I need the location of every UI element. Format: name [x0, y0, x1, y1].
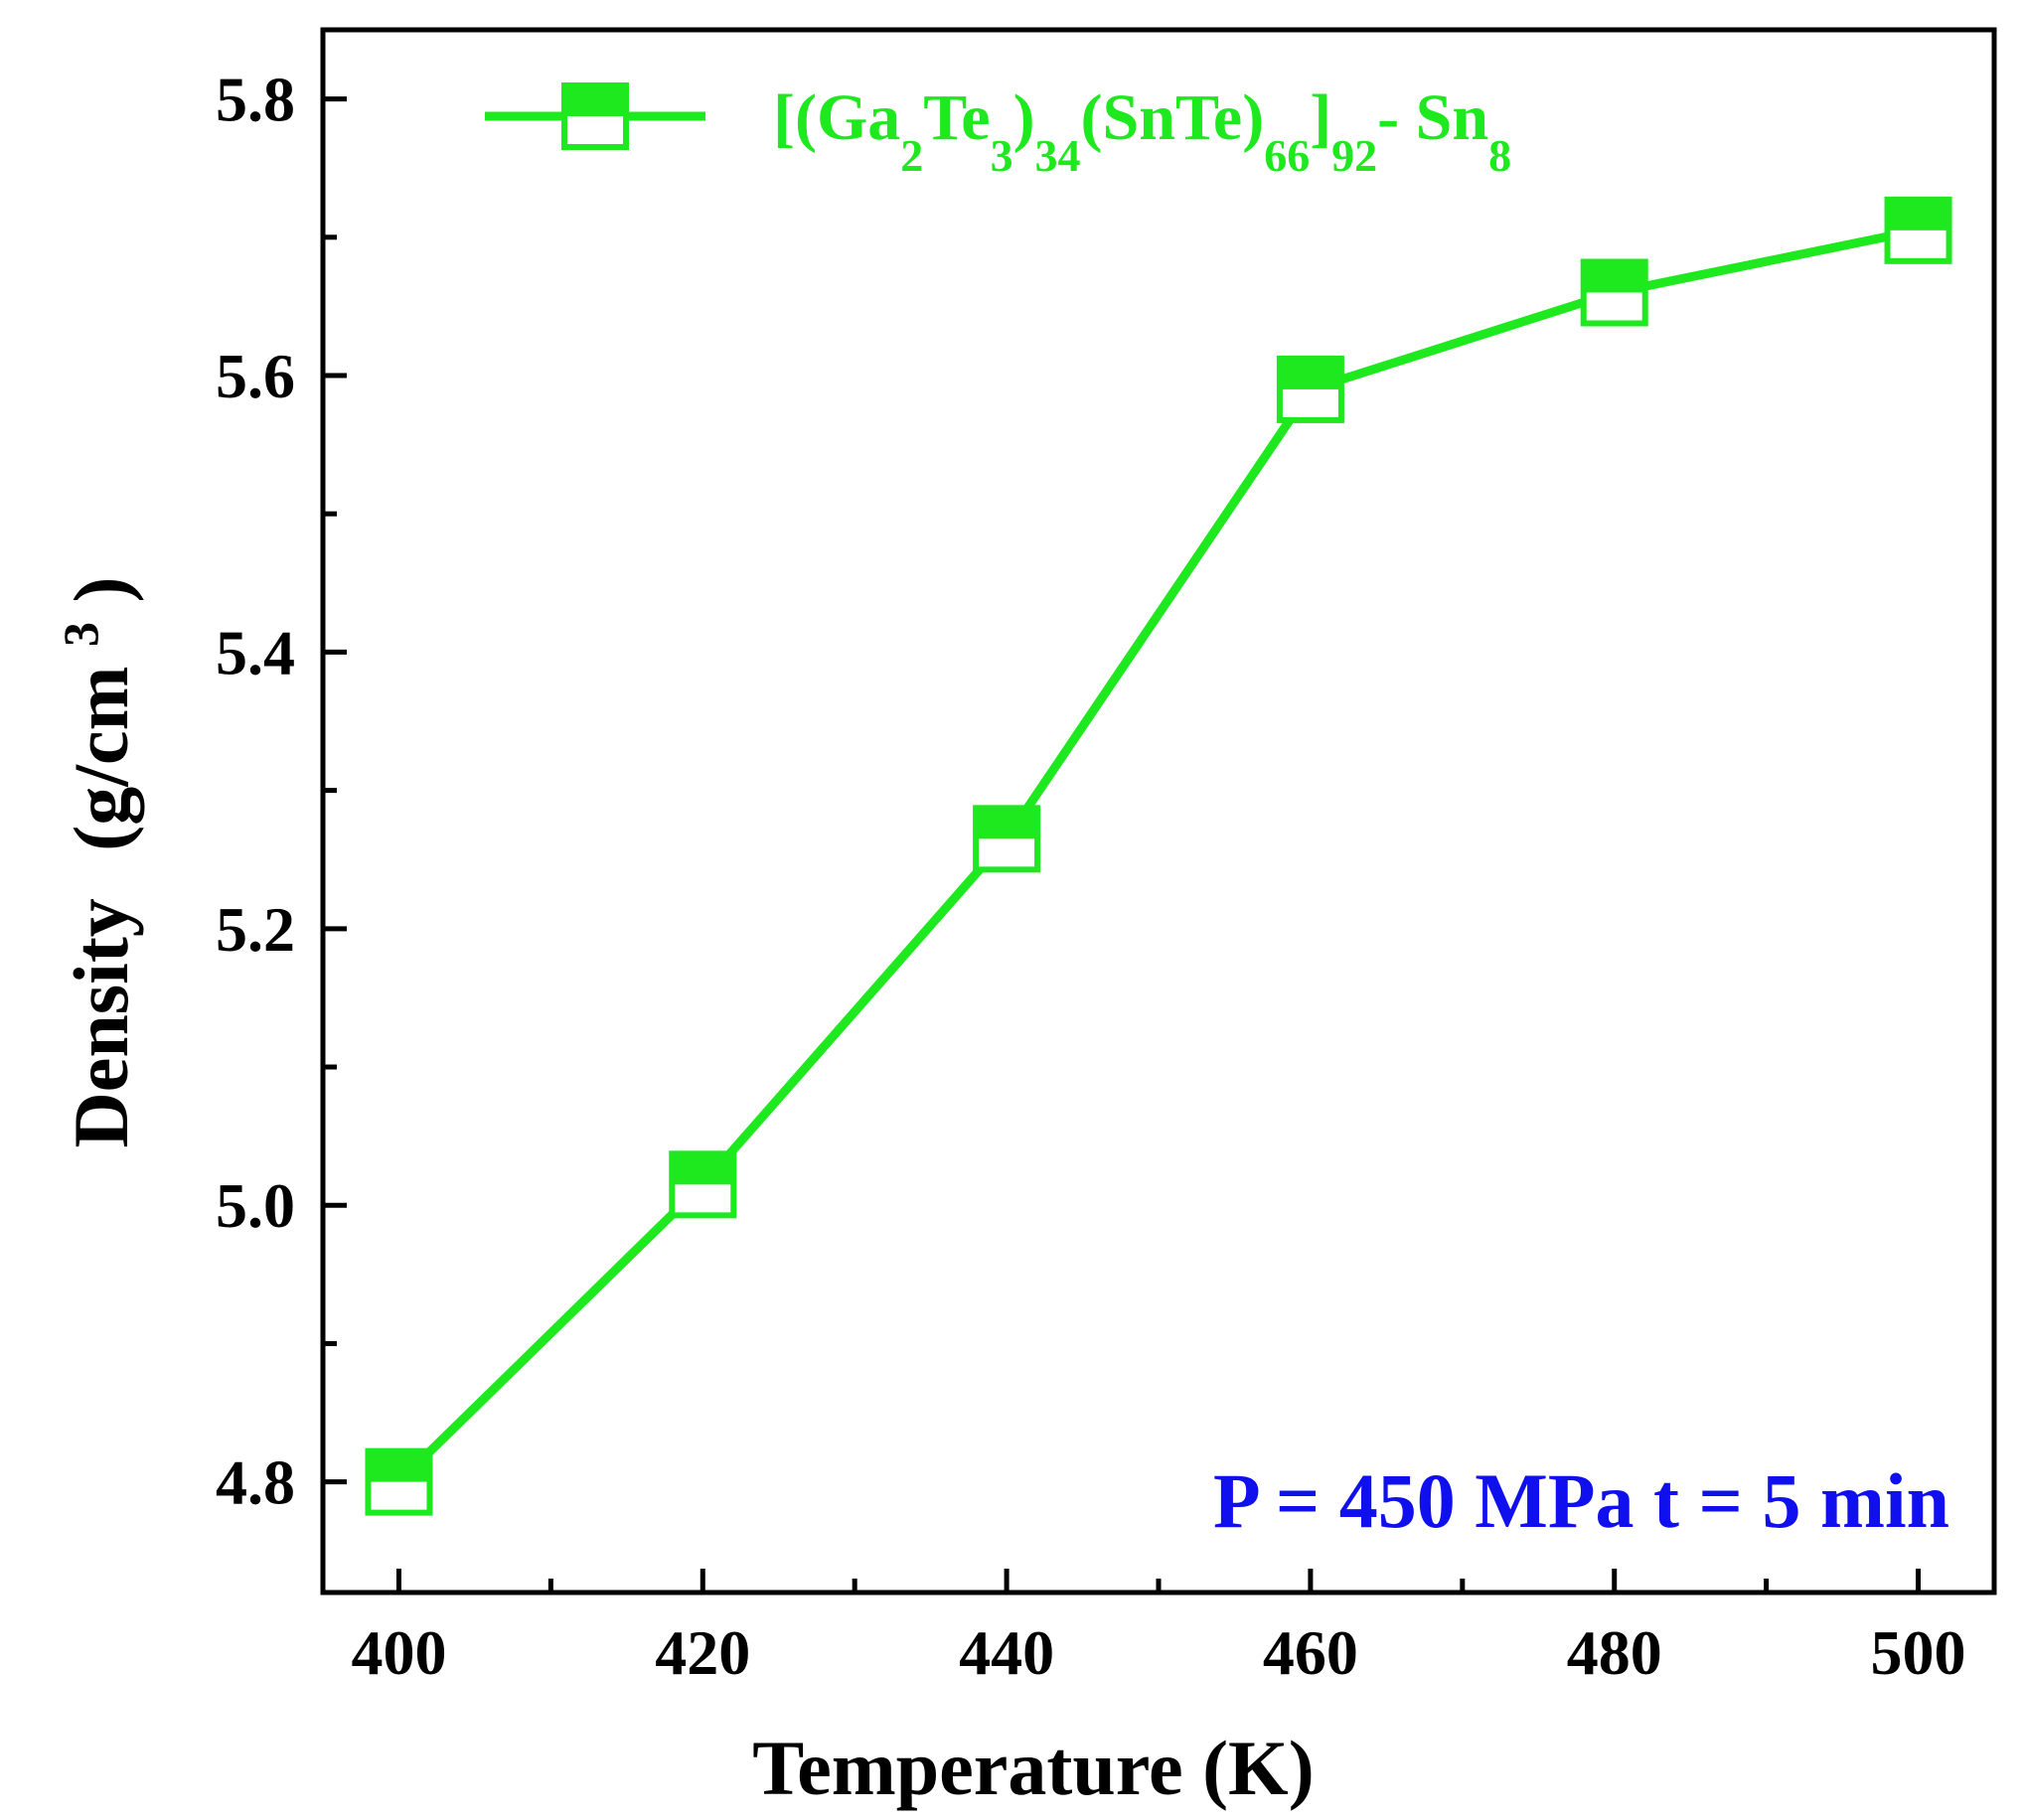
x-tick-label: 420	[655, 1617, 750, 1688]
legend-subscript: 3	[991, 130, 1013, 181]
legend-text-part: )	[1013, 81, 1035, 154]
data-point	[973, 805, 1041, 873]
x-tick-label: 460	[1263, 1617, 1358, 1688]
legend-marker-square	[561, 82, 629, 150]
y-axis-title-unit: (g/cm	[58, 666, 144, 850]
legend-subscript: 34	[1035, 130, 1081, 181]
legend: [(Ga2Te3)34(SnTe)66]92- Sn8	[485, 81, 1511, 181]
legend-text-part: ]	[1310, 81, 1331, 154]
legend-subscript: 2	[900, 130, 923, 181]
legend-text-part: Te	[923, 81, 990, 154]
legend-text-part: - Sn	[1377, 81, 1488, 154]
legend-marker	[561, 82, 629, 150]
data-point	[1276, 355, 1344, 423]
x-tick-label: 480	[1567, 1617, 1662, 1688]
condition-annotation: P = 450 MPa t = 5 min	[1213, 1457, 1949, 1544]
y-tick-label: 5.2	[216, 894, 295, 965]
y-tick-label: 4.8	[216, 1447, 295, 1518]
y-tick-label: 5.4	[216, 617, 295, 687]
x-tick-label: 500	[1871, 1617, 1966, 1688]
data-point	[365, 1447, 433, 1516]
y-tick-label: 5.0	[216, 1170, 295, 1241]
x-tick-label: 400	[351, 1617, 446, 1688]
y-tick-labels: 4.8 5.0 5.2 5.4 5.6 5.8	[216, 65, 295, 1518]
legend-label: [(Ga2Te3)34(SnTe)66]92- Sn8	[773, 81, 1511, 181]
x-axis-title: Temperature (K)	[752, 1725, 1314, 1811]
y-axis-title-unit-close: )	[58, 576, 144, 602]
y-tick-label: 5.8	[216, 65, 295, 135]
data-series	[365, 196, 1952, 1516]
y-axis-title-main: Density	[58, 898, 144, 1147]
y-axis-title-unit-superscript: 3	[53, 622, 108, 647]
data-point	[669, 1150, 737, 1219]
legend-text-part: [(Ga	[773, 81, 900, 154]
y-axis-title: Density (g/cm 3 )	[28, 576, 144, 1147]
legend-text-part: (SnTe)	[1081, 81, 1265, 154]
legend-subscript: 92	[1331, 130, 1377, 181]
x-tick-label: 440	[959, 1617, 1054, 1688]
plot-frame	[320, 27, 1997, 1595]
y-tick-label: 5.6	[216, 341, 295, 411]
data-point	[1884, 196, 1952, 264]
data-point	[1580, 258, 1648, 327]
x-tick-labels: 400 420 440 460 480 500	[351, 1617, 1965, 1688]
legend-subscript: 8	[1488, 130, 1511, 181]
series-line	[395, 226, 1920, 1485]
legend-subscript: 66	[1264, 130, 1310, 181]
